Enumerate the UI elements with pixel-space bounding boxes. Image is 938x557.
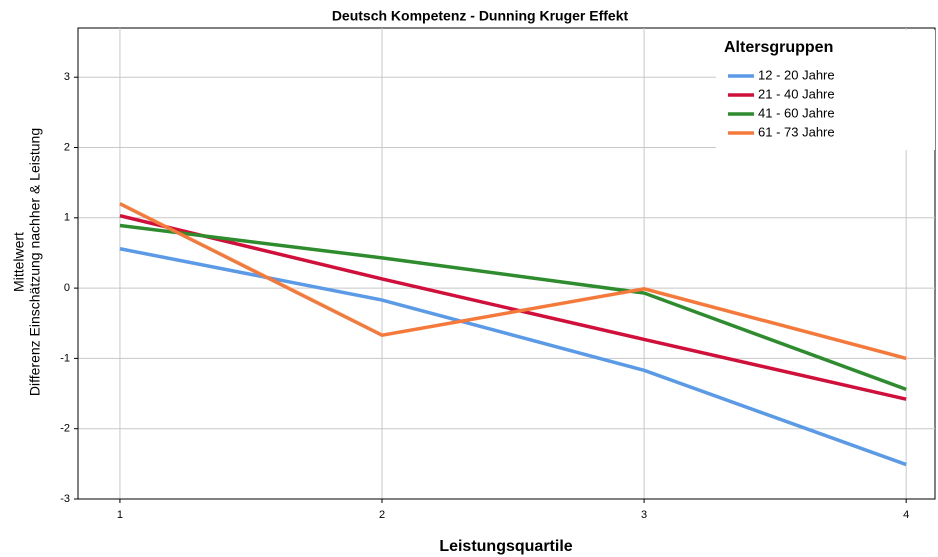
y-axis-label: Mittelwert: [11, 232, 27, 292]
series-line: [119, 213, 907, 401]
x-tick-label: 1: [117, 509, 123, 521]
series-line: [119, 247, 907, 467]
legend-label: 21 - 40 Jahre: [758, 86, 835, 101]
y-axis-label: Differenz Einschätzung nachher & Leistun…: [27, 128, 43, 396]
legend-title: Altersgruppen: [724, 39, 833, 56]
y-tick-label: 2: [64, 141, 70, 153]
y-tick-label: 0: [64, 282, 70, 294]
legend-label: 41 - 60 Jahre: [758, 105, 835, 120]
series-line: [119, 202, 907, 361]
y-tick-label: -1: [60, 352, 70, 364]
y-tick-label: -3: [60, 493, 70, 505]
legend-label: 61 - 73 Jahre: [758, 124, 835, 139]
y-tick-label: 1: [64, 212, 70, 224]
legend: Altersgruppen 12 - 20 Jahre 21 - 40 Jahre 4…: [716, 30, 935, 150]
x-axis-label: Leistungsquartile: [439, 538, 572, 555]
series-line: [119, 223, 907, 391]
legend-label: 12 - 20 Jahre: [758, 67, 835, 82]
y-tick-label: 3: [64, 71, 70, 83]
x-tick-label: 4: [903, 509, 909, 521]
x-tick-label: 2: [379, 509, 385, 521]
y-tick-label: -2: [60, 423, 70, 435]
legend-box: [716, 30, 935, 150]
chart-title: Deutsch Kompetenz - Dunning Kruger Effek…: [332, 8, 629, 24]
x-tick-label: 3: [641, 509, 647, 521]
